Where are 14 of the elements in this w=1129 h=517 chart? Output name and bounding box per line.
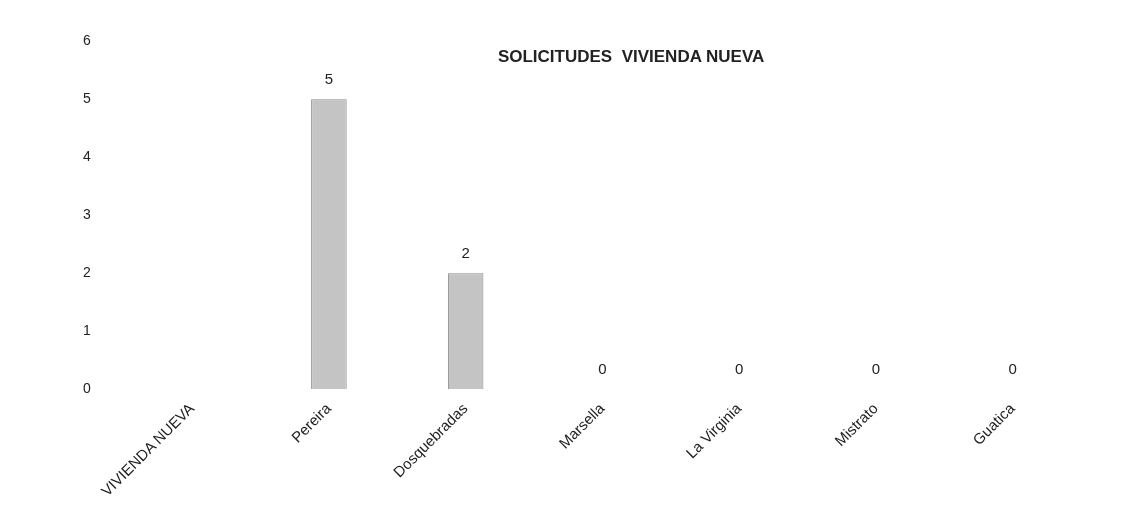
data-label: 0 xyxy=(871,359,881,377)
data-label: 0 xyxy=(598,359,607,377)
data-label: 0 xyxy=(734,359,744,377)
data-label: 2 xyxy=(461,243,470,261)
y-tick-label: 2 xyxy=(82,264,91,281)
y-tick-label: 4 xyxy=(82,148,91,165)
y-tick-label: 3 xyxy=(82,206,91,223)
data-label: 0 xyxy=(1008,359,1017,377)
y-tick-label: 0 xyxy=(82,379,91,396)
y-tick-label: 1 xyxy=(82,321,91,338)
data-label: 5 xyxy=(324,69,334,87)
y-tick-label: 6 xyxy=(82,32,91,49)
y-tick-label: 5 xyxy=(82,90,91,107)
chart-title: SOLICITUDES VIVIENDA NUEVA xyxy=(497,47,765,67)
